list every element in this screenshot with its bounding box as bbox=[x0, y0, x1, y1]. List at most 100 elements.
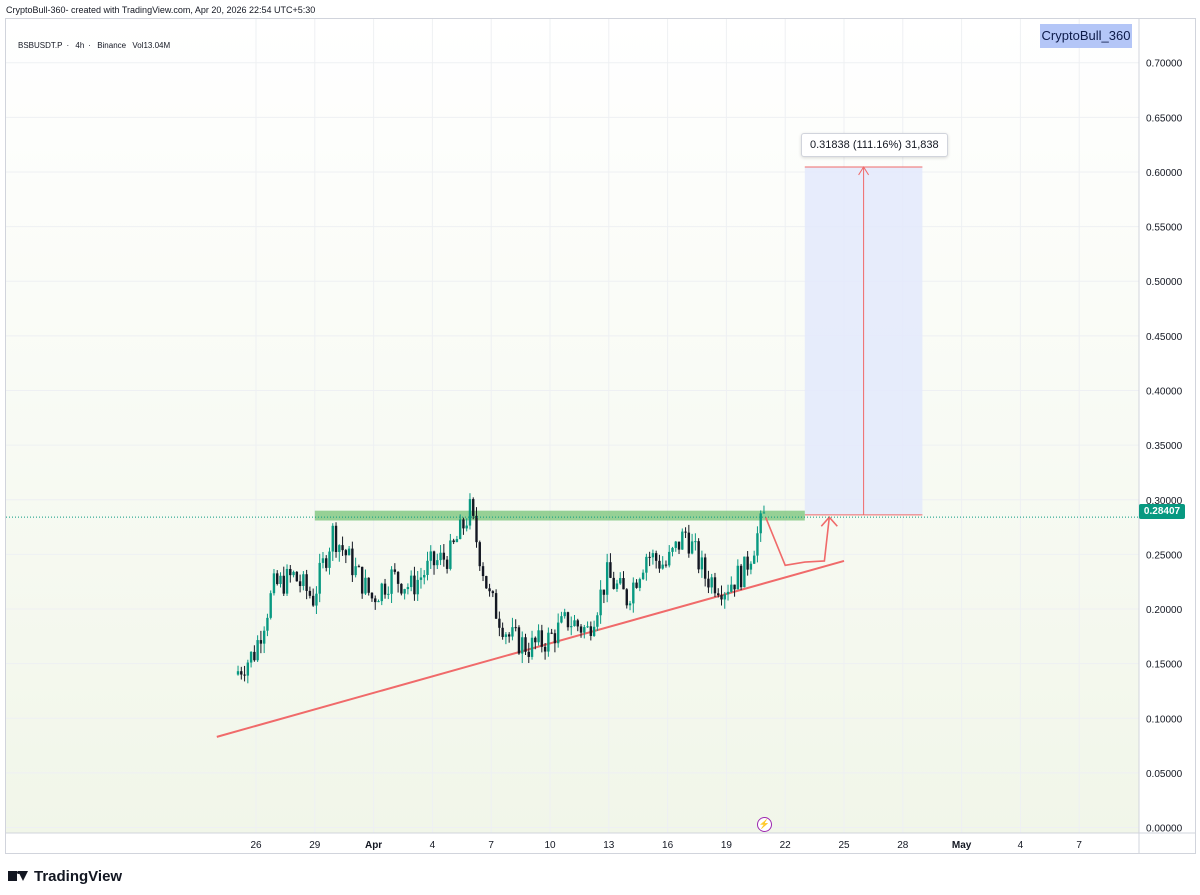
candle-body bbox=[566, 612, 570, 628]
candle-body bbox=[592, 626, 596, 636]
time-tick-label: 7 bbox=[1076, 840, 1082, 851]
candle-body bbox=[393, 569, 397, 572]
candle-body bbox=[374, 598, 377, 603]
candle-body bbox=[687, 532, 691, 554]
candle-body bbox=[462, 519, 465, 529]
candle-body bbox=[478, 542, 481, 567]
lightning-icon[interactable]: ⚡ bbox=[757, 817, 772, 832]
target-box[interactable] bbox=[804, 165, 923, 516]
candle-body bbox=[632, 582, 635, 604]
candle-body bbox=[439, 552, 442, 561]
candle-body bbox=[426, 560, 429, 575]
candle-body bbox=[504, 634, 508, 637]
trendline[interactable] bbox=[216, 559, 845, 738]
candle-body bbox=[726, 591, 730, 595]
price-tick-label: 0.35000 bbox=[1146, 441, 1183, 452]
candle-body bbox=[550, 632, 553, 634]
time-tick-label: 7 bbox=[488, 840, 494, 851]
footer-branding[interactable]: TradingView bbox=[8, 866, 122, 886]
price-tick-label: 0.65000 bbox=[1146, 113, 1183, 124]
candle-body bbox=[674, 541, 677, 548]
candle-body bbox=[681, 531, 684, 550]
candle-body bbox=[563, 612, 566, 617]
candle-body bbox=[262, 630, 266, 644]
candle-body bbox=[305, 574, 308, 591]
candle-body bbox=[295, 571, 299, 582]
candle-body bbox=[481, 566, 485, 577]
candle-body bbox=[249, 651, 253, 663]
price-tick-label: 0.25000 bbox=[1146, 550, 1183, 561]
candles[interactable] bbox=[236, 493, 766, 684]
candle-body bbox=[488, 588, 491, 592]
candle-body bbox=[380, 583, 383, 602]
price-axis[interactable]: 0.70000 0.65000 0.60000 0.55000 0.50000 0.450… bbox=[1146, 59, 1183, 835]
candle-body bbox=[494, 593, 498, 619]
legend-volume: Vol13.04M bbox=[132, 41, 171, 50]
time-tick-label: 29 bbox=[309, 840, 321, 851]
candle-body bbox=[452, 540, 455, 543]
price-tick-label: 0.05000 bbox=[1146, 769, 1183, 780]
candle-body bbox=[364, 577, 367, 594]
candle-body bbox=[596, 615, 599, 627]
legend-exchange: Binance bbox=[97, 41, 127, 50]
chart-pane[interactable]: 0.70000 0.65000 0.60000 0.55000 0.50000 0.450… bbox=[5, 18, 1196, 854]
plot-background bbox=[6, 19, 1139, 833]
candle-body bbox=[246, 662, 250, 676]
candle-body bbox=[334, 525, 338, 552]
candle-body bbox=[540, 630, 544, 647]
candle-body bbox=[507, 634, 511, 637]
tradingview-logo-icon bbox=[8, 869, 30, 883]
candle-body bbox=[511, 627, 514, 637]
resistance-zone[interactable] bbox=[314, 510, 805, 521]
candle-body bbox=[383, 583, 387, 595]
candle-body bbox=[690, 541, 694, 554]
projection-path[interactable] bbox=[764, 516, 838, 567]
candle-body bbox=[527, 651, 530, 657]
candle-body bbox=[449, 540, 452, 569]
candle-body bbox=[717, 593, 720, 596]
candle-body bbox=[341, 545, 344, 551]
candle-body bbox=[579, 626, 583, 633]
candle-body bbox=[713, 577, 717, 594]
candle-body bbox=[684, 531, 687, 533]
legend-interval: 4h bbox=[75, 41, 85, 50]
candle-body bbox=[602, 589, 606, 595]
candle-body bbox=[658, 560, 661, 569]
price-tick-label: 0.10000 bbox=[1146, 714, 1183, 725]
chart-canvas[interactable]: 0.70000 0.65000 0.60000 0.55000 0.50000 0.450… bbox=[6, 19, 1195, 853]
candle-body bbox=[707, 578, 710, 588]
candle-body bbox=[749, 563, 753, 570]
candle-body bbox=[720, 595, 723, 600]
candle-body bbox=[641, 572, 645, 580]
candle-body bbox=[413, 575, 416, 595]
candle-body bbox=[298, 581, 302, 587]
candle-body bbox=[282, 575, 285, 594]
resistance-zone-fill bbox=[314, 510, 805, 521]
candle-body bbox=[321, 558, 325, 563]
candle-body bbox=[733, 584, 736, 590]
candle-body bbox=[432, 551, 436, 566]
time-axis[interactable]: 26 29 Apr 4 7 10 13 16 19 22 25 28 May 4 7 bbox=[250, 840, 1082, 851]
candle-body bbox=[396, 571, 400, 584]
candle-body bbox=[465, 525, 468, 529]
candle-body bbox=[276, 573, 279, 585]
symbol-legend[interactable]: BSBUSDT.P · 4h · Binance Vol13.04M bbox=[18, 41, 171, 50]
candle-body bbox=[730, 584, 733, 592]
candle-body bbox=[302, 574, 305, 587]
candle-body bbox=[547, 632, 550, 652]
candle-body bbox=[279, 575, 282, 585]
candle-body bbox=[556, 622, 560, 644]
price-tick-label: 0.40000 bbox=[1146, 386, 1183, 397]
candle-body bbox=[605, 562, 609, 595]
candle-body bbox=[240, 671, 243, 675]
candle-body bbox=[472, 499, 475, 516]
candle-body bbox=[445, 559, 449, 569]
projection-arrow-head bbox=[820, 516, 838, 527]
candle-body bbox=[475, 515, 478, 543]
time-tick-label: May bbox=[952, 840, 972, 851]
candle-body bbox=[514, 627, 517, 629]
candle-body bbox=[308, 590, 312, 596]
candle-body bbox=[661, 564, 664, 569]
price-tick-label: 0.00000 bbox=[1146, 824, 1183, 835]
candle-body bbox=[491, 591, 495, 594]
